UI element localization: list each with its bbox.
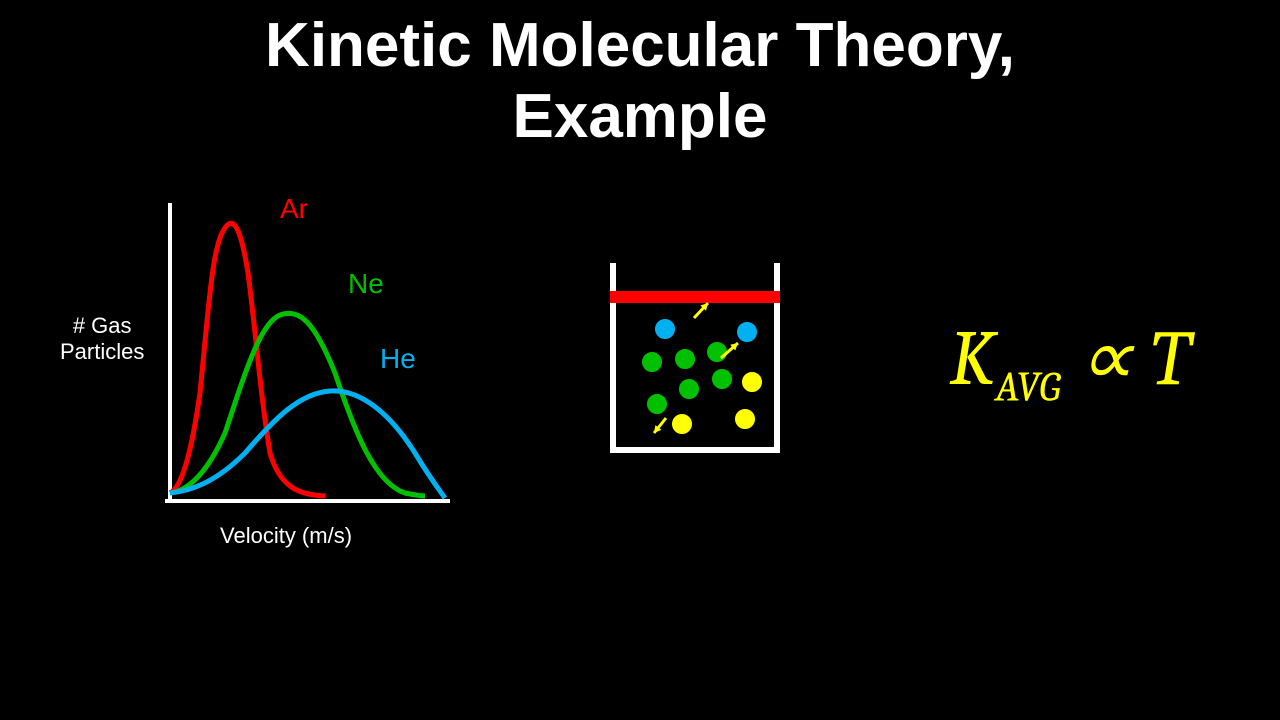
x-axis-label: Velocity (m/s): [220, 523, 352, 549]
gas-container-diagram: [600, 253, 800, 473]
curve-label-he: He: [380, 343, 416, 375]
curve-label-ne: Ne: [348, 268, 384, 300]
curve-label-ar: Ar: [280, 193, 308, 225]
kinetic-energy-formula: KAVG ∝ T: [949, 313, 1220, 412]
slide-title: Kinetic Molecular Theory, Example: [0, 0, 1280, 153]
motion-arrows: [616, 263, 786, 453]
content-area: # Gas Particles Velocity (m/s) Ar Ne He KA…: [0, 153, 1280, 553]
curve-ar: [170, 223, 325, 496]
velocity-distribution-chart: # Gas Particles Velocity (m/s) Ar Ne He: [50, 173, 450, 553]
container-box: [610, 263, 780, 453]
curve-he: [170, 390, 445, 497]
y-axis-label: # Gas Particles: [60, 313, 144, 366]
